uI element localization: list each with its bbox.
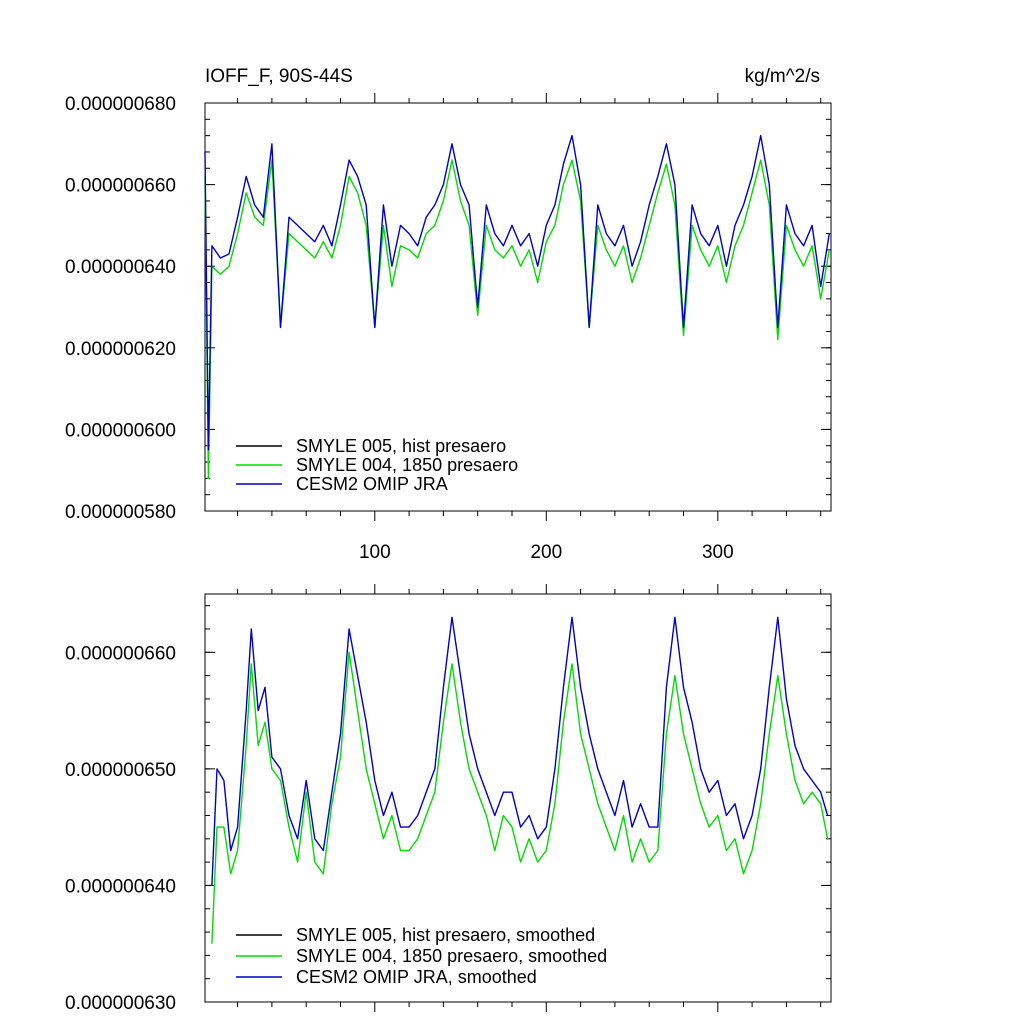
legend-label: SMYLE 005, hist presaero, smoothed [296, 925, 595, 945]
legend-label: SMYLE 004, 1850 presaero, smoothed [296, 946, 607, 966]
axis-ticks: 0.000000580 0.000000600 0.000000620 0.00000… [65, 93, 831, 563]
y-tick-label: 0.000000650 [65, 760, 176, 781]
legend: SMYLE 005, hist presaero, smoothedSMYLE … [236, 925, 607, 987]
bottom-panel: 0.000000630 0.000000640 0.000000650 0.00000… [65, 584, 832, 1014]
y-tick-label: 0.000000680 [65, 94, 176, 115]
x-tick-label: 200 [530, 542, 562, 563]
series-line-smyle-004 [204, 159, 830, 480]
x-tick-label: 100 [359, 542, 391, 563]
plot-frame [204, 102, 832, 512]
x-tick-label: 300 [702, 542, 734, 563]
series-lines [204, 134, 830, 480]
y-tick-label: 0.000000660 [65, 176, 176, 197]
y-tick-label: 0.000000630 [65, 993, 176, 1014]
series-line-smyle-004 [211, 651, 829, 944]
legend-label: SMYLE 005, hist presaero [296, 436, 506, 456]
legend-label: SMYLE 004, 1850 presaero [296, 455, 518, 475]
y-tick-label: 0.000000620 [65, 339, 176, 360]
plot-frame [204, 593, 832, 1003]
y-tick-label: 0.000000640 [65, 257, 176, 278]
y-tick-label: 0.000000580 [65, 502, 176, 523]
y-tick-label: 0.000000600 [65, 420, 176, 441]
panel-title: IOFF_F, 90S-44S [205, 66, 353, 87]
y-tick-label: 0.000000660 [65, 643, 176, 664]
series-lines [211, 616, 829, 944]
top-panel: IOFF_F, 90S-44S kg/m^2/s 0.0000005800.00… [65, 66, 832, 563]
legend-label: CESM2 OMIP JRA, smoothed [296, 967, 537, 987]
series-line-cesm2-omip-jra [204, 134, 830, 451]
y-tick-label: 0.000000640 [65, 876, 176, 897]
series-line-cesm2-omip-jra [211, 616, 829, 886]
legend-label: CESM2 OMIP JRA [296, 474, 448, 494]
axis-ticks: 0.000000630 0.000000640 0.000000650 0.00000… [65, 584, 831, 1014]
units-label: kg/m^2/s [745, 66, 820, 87]
